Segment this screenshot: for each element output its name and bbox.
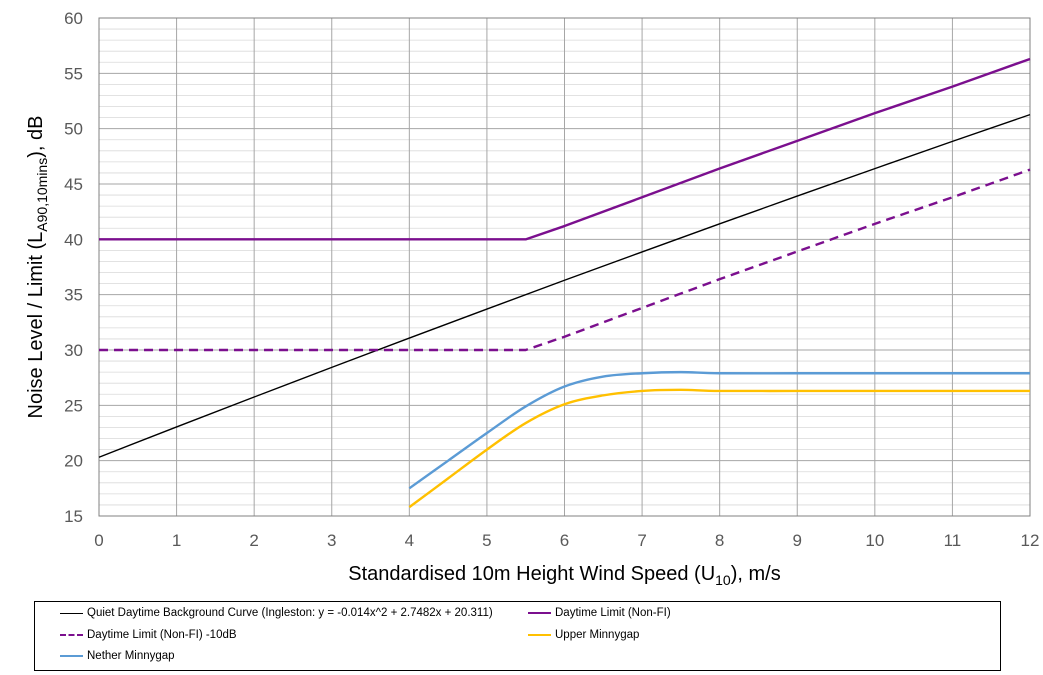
legend-item-daytime-limit: Daytime Limit (Non-FI) <box>528 607 671 619</box>
legend-swatch-upper-minnygap <box>528 634 551 636</box>
y-tick-label: 25 <box>64 396 83 415</box>
legend-swatch-daytime-limit <box>528 612 551 614</box>
x-tick-label: 1 <box>172 531 181 550</box>
x-tick-label: 3 <box>327 531 336 550</box>
legend-label-upper-minnygap: Upper Minnygap <box>555 629 640 641</box>
series-lines <box>98 57 1031 509</box>
x-tick-label: 4 <box>405 531 414 550</box>
series-background-curve <box>98 113 1031 458</box>
x-tick-label: 10 <box>865 531 884 550</box>
x-tick-label: 2 <box>249 531 258 550</box>
y-tick-label: 35 <box>64 286 83 305</box>
y-tick-label: 40 <box>64 230 83 249</box>
x-tick-label: 6 <box>560 531 569 550</box>
x-tick-label: 0 <box>94 531 103 550</box>
legend-label-daytime-limit-minus-10db: Daytime Limit (Non-FI) -10dB <box>87 629 237 641</box>
y-tick-label: 60 <box>64 9 83 28</box>
legend: Quiet Daytime Background Curve (Inglesto… <box>34 601 1001 671</box>
legend-label-daytime-limit: Daytime Limit (Non-FI) <box>555 607 671 619</box>
series-daytime-limit <box>99 57 1031 241</box>
legend-item-background-curve: Quiet Daytime Background Curve (Inglesto… <box>60 607 493 619</box>
major-gridlines <box>98 17 1031 517</box>
x-tick-label: 8 <box>715 531 724 550</box>
legend-item-upper-minnygap: Upper Minnygap <box>528 629 639 641</box>
x-tick-label: 11 <box>944 531 962 550</box>
legend-label-background-curve: Quiet Daytime Background Curve (Inglesto… <box>87 607 493 619</box>
y-tick-label: 15 <box>64 507 83 526</box>
plot-area-border <box>98 17 1031 517</box>
y-tick-label: 45 <box>64 175 83 194</box>
x-tick-label: 5 <box>482 531 491 550</box>
plot-border-rect <box>98 17 1031 517</box>
y-tick-label: 55 <box>64 64 83 83</box>
x-tick-label: 9 <box>793 531 802 550</box>
legend-label-nether-minnygap: Nether Minnygap <box>87 650 175 662</box>
legend-item-nether-minnygap: Nether Minnygap <box>60 650 175 662</box>
series-daytime-limit-minus-10db <box>99 168 1031 352</box>
y-tick-label: 30 <box>64 341 83 360</box>
x-axis-ticks: 0 1 2 3 4 5 6 7 8 9 10 11 12 <box>94 531 1039 550</box>
y-axis-title: Noise Level / Limit (LA90,10mins), dB <box>25 116 50 419</box>
y-tick-label: 50 <box>64 120 83 139</box>
x-tick-label: 7 <box>637 531 646 550</box>
legend-item-daytime-limit-minus-10db: Daytime Limit (Non-FI) -10dB <box>60 629 237 641</box>
legend-swatch-nether-minnygap <box>60 655 83 657</box>
legend-swatch-background-curve <box>60 612 83 614</box>
x-axis-title: Standardised 10m Height Wind Speed (U10)… <box>348 563 780 588</box>
legend-swatch-daytime-limit-minus-10db <box>60 634 83 636</box>
y-axis-ticks: 15 20 25 30 35 40 45 50 55 60 <box>64 9 83 526</box>
y-tick-label: 20 <box>64 452 83 471</box>
series-nether-minnygap <box>408 370 1030 490</box>
x-tick-label: 12 <box>1021 531 1040 550</box>
series-upper-minnygap <box>408 388 1030 509</box>
